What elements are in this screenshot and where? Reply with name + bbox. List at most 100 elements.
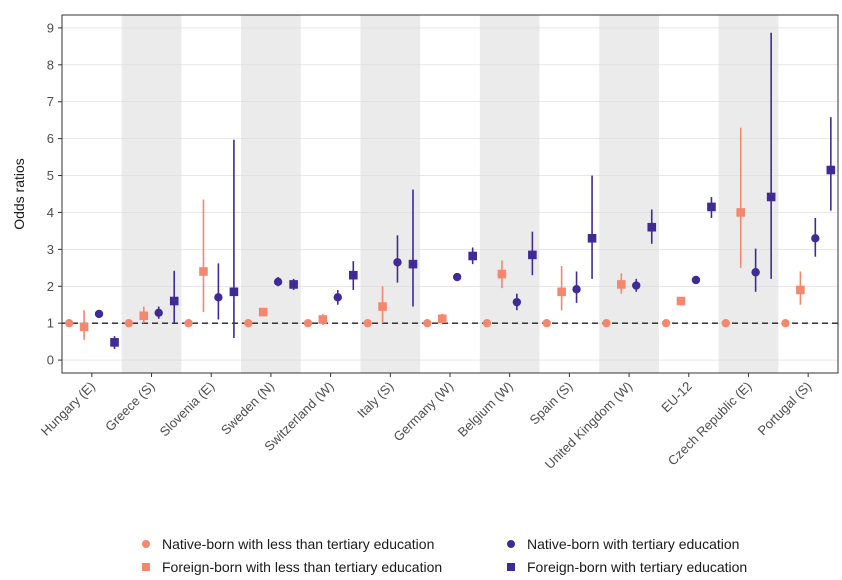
y-tick-label: 5 xyxy=(47,168,54,183)
x-tick-label: Sweden (N) xyxy=(218,379,277,438)
x-tick-label: Portugal (S) xyxy=(755,379,815,439)
legend-item: Foreign-born with less than tertiary edu… xyxy=(142,559,442,575)
data-point xyxy=(482,318,492,328)
x-tick-label: Spain (S) xyxy=(527,379,576,428)
y-tick-label: 1 xyxy=(47,316,54,331)
legend-label: Foreign-born with less than tertiary edu… xyxy=(162,559,442,575)
data-point xyxy=(811,234,820,243)
data-point xyxy=(258,307,268,317)
x-tick-label: Slovenia (E) xyxy=(157,379,218,440)
series-2 xyxy=(79,127,805,340)
series-1 xyxy=(64,318,790,328)
y-tick-label: 7 xyxy=(47,94,54,109)
data-point xyxy=(199,267,208,276)
legend-item: Foreign-born with tertiary education xyxy=(507,559,747,575)
legend-label: Native-born with tertiary education xyxy=(527,536,739,552)
data-point xyxy=(557,287,566,297)
data-point xyxy=(617,280,626,289)
data-point xyxy=(542,318,551,328)
data-point xyxy=(572,285,581,294)
data-point xyxy=(64,318,74,328)
data-point xyxy=(79,322,89,332)
data-point xyxy=(497,269,507,279)
y-tick-label: 4 xyxy=(47,205,54,220)
data-point xyxy=(303,318,313,328)
data-point xyxy=(826,165,836,175)
legend-key xyxy=(507,540,515,548)
data-point xyxy=(676,296,686,306)
y-tick-label: 3 xyxy=(47,242,54,257)
data-points xyxy=(64,32,836,350)
shaded-band xyxy=(121,15,182,373)
x-tick-label: Hungary (E) xyxy=(38,379,98,439)
y-tick-label: 0 xyxy=(47,353,54,368)
y-tick-label: 8 xyxy=(47,57,54,72)
legend-key xyxy=(142,563,150,571)
data-point xyxy=(602,318,611,328)
data-point xyxy=(647,222,657,232)
y-tick-label: 9 xyxy=(47,20,54,35)
data-point xyxy=(661,318,671,328)
legend-item: Native-born with less than tertiary educ… xyxy=(142,536,434,552)
shaded-band xyxy=(479,15,540,373)
data-point xyxy=(139,311,149,321)
data-point xyxy=(721,318,730,328)
data-point xyxy=(452,272,462,282)
data-point xyxy=(184,318,193,328)
legend-key xyxy=(142,540,150,548)
x-tick-label: EU-12 xyxy=(658,379,695,416)
data-point xyxy=(110,338,119,347)
data-point xyxy=(318,315,328,324)
data-point xyxy=(691,275,701,285)
x-axis: Hungary (E) Greece (S) Slovenia (E) Sweden … xyxy=(38,373,814,472)
data-point xyxy=(169,296,179,306)
x-tick-label: Belgium (W) xyxy=(455,379,516,440)
data-point xyxy=(378,302,387,311)
data-point xyxy=(512,297,522,307)
x-tick-label: Greece (S) xyxy=(102,379,158,435)
data-point xyxy=(781,318,790,328)
shaded-band xyxy=(241,15,301,373)
legend-label: Native-born with less than tertiary educ… xyxy=(162,536,434,552)
data-point xyxy=(214,293,223,302)
data-point xyxy=(363,318,372,328)
data-point xyxy=(707,202,716,212)
data-point xyxy=(423,318,432,328)
data-point xyxy=(154,308,163,318)
shaded-band xyxy=(360,15,421,373)
data-point xyxy=(244,318,253,328)
data-point xyxy=(289,280,298,289)
data-point xyxy=(273,277,283,287)
data-point xyxy=(408,259,418,269)
y-axis-label: Odds ratios xyxy=(11,158,27,230)
data-point xyxy=(587,233,597,243)
x-tick-label: Germany (W) xyxy=(390,379,456,445)
data-point xyxy=(393,258,402,267)
y-tick-label: 6 xyxy=(47,131,54,146)
data-point xyxy=(333,293,342,302)
series-3 xyxy=(94,217,820,320)
data-point xyxy=(468,251,477,261)
data-point xyxy=(437,314,447,324)
data-point xyxy=(124,318,134,328)
legend-key xyxy=(507,563,515,571)
legend-label: Foreign-born with tertiary education xyxy=(527,559,747,575)
x-tick-label: Italy (S) xyxy=(354,379,396,421)
data-point xyxy=(528,250,537,260)
data-point xyxy=(229,287,239,297)
shaded-band xyxy=(599,15,659,373)
data-point xyxy=(736,208,746,217)
series-4 xyxy=(110,32,836,350)
data-point xyxy=(796,285,805,295)
shaded-bands xyxy=(121,15,779,373)
gridlines xyxy=(62,27,838,361)
legend: Native-born with less than tertiary educ… xyxy=(142,536,747,575)
data-point xyxy=(766,192,776,202)
y-tick-label: 2 xyxy=(47,279,54,294)
data-point xyxy=(632,281,641,290)
legend-item: Native-born with tertiary education xyxy=(507,536,739,552)
y-axis: 0 1 2 3 4 5 6 7 8 9 xyxy=(47,20,62,368)
data-point xyxy=(94,309,104,319)
data-point xyxy=(751,268,760,277)
